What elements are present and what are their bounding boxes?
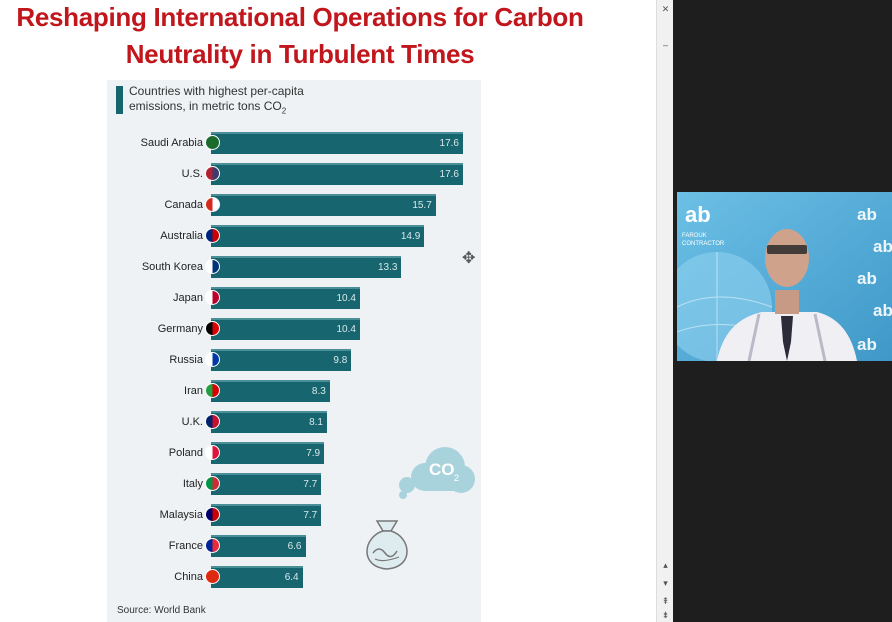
brand-watermark-4: ab [873,301,892,320]
country-label: South Korea [141,261,203,273]
brand-watermark-5: ab [857,335,877,354]
bar-value-label: 10.4 [336,293,356,304]
bar-value-label: 8.3 [311,386,326,397]
flag-icon [205,538,220,553]
brand-watermark-2: ab [873,237,892,256]
bar: 10.4 [211,318,360,340]
flag-icon [205,228,220,243]
co2-label: CO [429,460,455,479]
bar: 9.8 [211,349,352,371]
bar-value-label: 10.4 [336,324,356,335]
bar-value-label: 17.6 [439,169,459,180]
scroll-up-icon[interactable]: ▴ [663,560,668,570]
slide-title-line1: Reshaping International Operations for C… [16,2,584,32]
emissions-infographic: Countries with highest per-capita emissi… [107,80,481,622]
legend-line2: emissions, in metric tons CO [129,99,282,113]
speaker-name-line2: CONTRACTOR [682,241,725,247]
bar: 13.3 [211,256,402,278]
flag-icon [205,259,220,274]
flag-icon [205,445,220,460]
chart-source: Source: World Bank [117,605,206,616]
bar-value-label: 15.7 [412,200,432,211]
bar-value-label: 7.7 [303,510,318,521]
flag-icon [205,135,220,150]
flag-icon [205,414,220,429]
bar: 6.6 [211,535,306,557]
speaker-video-tile[interactable]: ab FAROUK CONTRACTOR ab ab ab ab ab [677,192,892,361]
flag-icon [205,321,220,336]
flag-icon [205,166,220,181]
page-up-icon[interactable]: ⇞ [661,596,670,606]
country-label: Italy [182,478,203,490]
flag-icon [205,507,220,522]
bar-value-label: 6.6 [287,541,302,552]
country-label: Japan [173,292,203,304]
bar-value-label: 17.6 [439,138,459,149]
money-bag-icon [366,520,408,570]
speaker-video-frame: ab FAROUK CONTRACTOR ab ab ab ab ab [677,192,892,361]
country-label: Saudi Arabia [140,137,203,149]
country-label: France [168,540,203,552]
country-label: Russia [169,354,203,366]
bar: 10.4 [211,287,360,309]
move-cursor-icon: ✥ [462,250,476,267]
country-label: Canada [164,199,203,211]
flag-icon [205,352,220,367]
flag-icon [205,197,220,212]
page-down-icon[interactable]: ⇟ [661,610,670,620]
bar: 6.4 [211,566,303,588]
bar: 17.6 [211,163,463,185]
bar: 7.7 [211,504,322,526]
legend-swatch [116,86,123,114]
brand-logo: ab [685,202,711,227]
brand-watermark-1: ab [857,205,877,224]
bar: 15.7 [211,194,436,216]
speaker-name-line1: FAROUK [682,233,707,239]
bar: 8.1 [211,411,327,433]
bar: 7.7 [211,473,322,495]
slide-title-line2: Neutrality in Turbulent Times [125,39,475,69]
country-label: U.S. [181,168,203,180]
scroll-down-icon[interactable]: ▾ [663,578,668,588]
bar-value-label: 7.7 [303,479,318,490]
country-label: Australia [160,230,203,242]
flag-icon [205,290,220,305]
bar-value-label: 8.1 [309,417,323,428]
bar: 14.9 [211,225,425,247]
country-label: Iran [184,385,203,397]
bar-value-label: 6.4 [284,572,299,583]
bar: 8.3 [211,380,330,402]
country-label: U.K. [181,416,203,428]
flag-icon [205,383,220,398]
minus-icon[interactable]: – [662,40,668,50]
country-label: China [174,571,203,583]
bar-value-label: 14.9 [400,231,421,242]
presentation-slide: Reshaping International Operations for C… [16,2,584,622]
co2-subscript: 2 [454,473,459,483]
bar-value-label: 13.3 [377,262,398,273]
bar: 7.9 [211,442,325,464]
country-label: Germany [157,323,203,335]
chart-legend: Countries with highest per-capita emissi… [129,84,369,118]
close-icon[interactable]: ✕ [661,4,670,14]
bar: 17.6 [211,132,463,154]
co2-cloud-icon: CO 2 [399,447,475,499]
slide-scrollbar[interactable]: ✕ – ▴ ▾ ⇞ ⇟ [656,0,674,622]
flag-icon [205,476,220,491]
country-label: Malaysia [159,509,203,521]
bar-value-label: 7.9 [306,448,321,459]
flag-icon [205,569,220,584]
bar-value-label: 9.8 [333,355,348,366]
brand-watermark-3: ab [857,269,877,288]
speaker-figure [717,229,857,361]
country-label: Poland [168,447,203,459]
legend-line1: Countries with highest per-capita [129,84,304,98]
legend-subscript: 2 [281,106,287,116]
